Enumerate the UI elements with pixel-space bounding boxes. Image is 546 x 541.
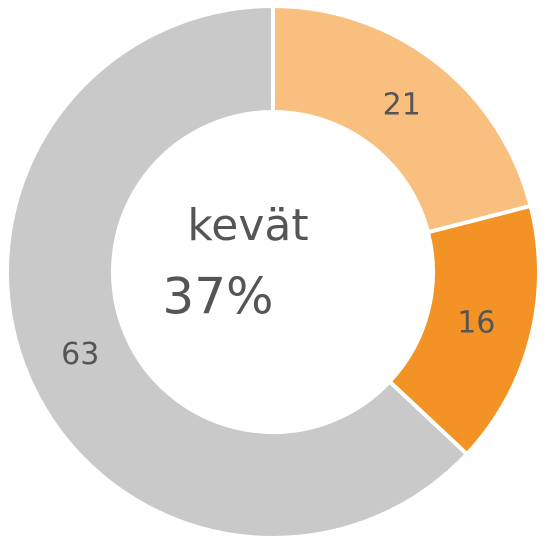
slice [386, 203, 541, 457]
center-label: kevät [187, 200, 308, 251]
data-label: 16 [457, 306, 495, 341]
slice [5, 3, 470, 540]
center-value: 37% [162, 268, 273, 326]
data-label: 21 [383, 88, 421, 123]
slice [271, 3, 534, 235]
data-label: 63 [61, 337, 99, 372]
